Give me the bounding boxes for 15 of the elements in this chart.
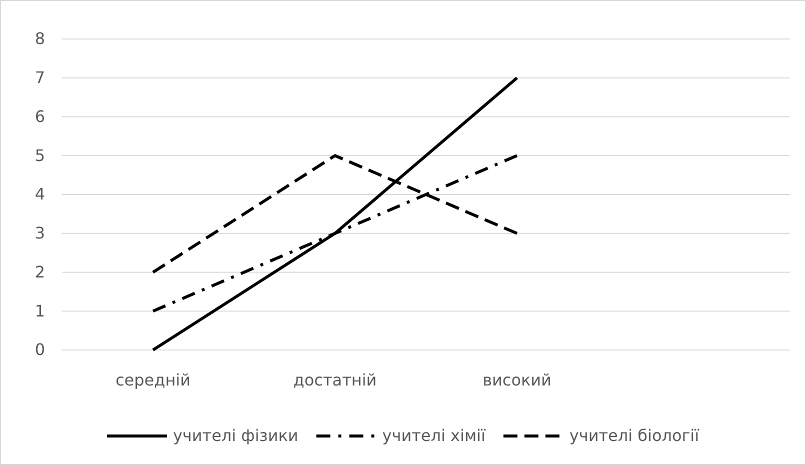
y-tick-label: 3 (34, 223, 45, 242)
y-tick-label: 5 (34, 146, 45, 165)
x-tick-label: достатній (293, 370, 377, 390)
legend-label: учителі хімії (382, 426, 486, 445)
y-tick-label: 0 (34, 340, 45, 360)
x-tick-label: високий (482, 370, 552, 390)
y-tick-label: 7 (34, 68, 45, 87)
y-tick-label: 8 (34, 29, 45, 48)
y-tick-label: 6 (34, 106, 45, 126)
legend-label: учителі біології (569, 426, 700, 445)
y-tick-label: 4 (34, 184, 45, 204)
x-tick-label: середній (115, 370, 191, 390)
legend-label: учителі фізики (172, 426, 298, 445)
y-tick-label: 2 (34, 262, 45, 282)
y-tick-label: 1 (34, 301, 45, 320)
